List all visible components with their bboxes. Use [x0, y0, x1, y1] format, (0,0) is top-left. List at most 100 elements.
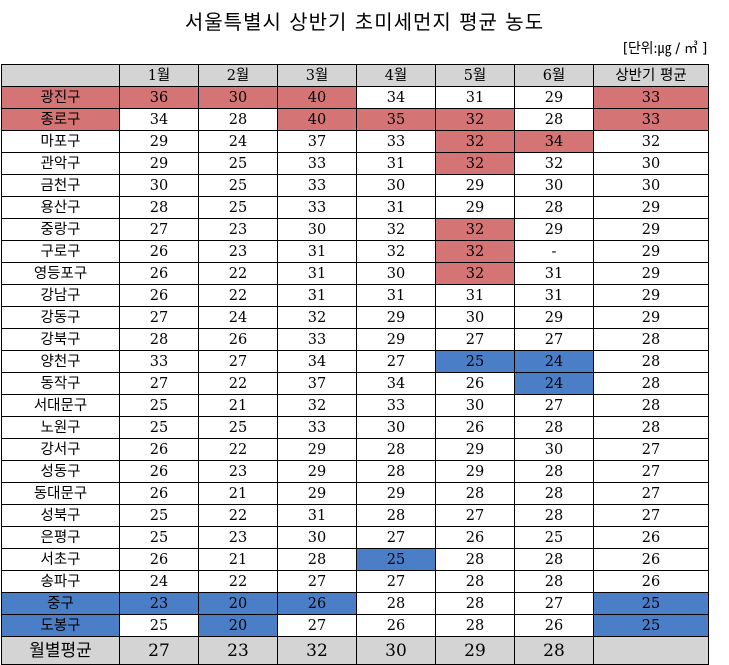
value-cell: 36 [119, 86, 199, 109]
value-cell: 26 [119, 460, 199, 483]
table-row: 강서구 26 22 29 28 29 30 27 [1, 438, 709, 461]
value-cell: 26 [119, 240, 199, 263]
district-name-cell: 중구 [1, 592, 120, 615]
value-cell: 31 [277, 262, 357, 285]
value-cell: 28 [356, 460, 436, 483]
table-row: 중랑구 27 23 30 32 32 29 29 [1, 218, 709, 241]
value-cell: 26 [435, 526, 515, 549]
value-cell: 26 [593, 526, 709, 549]
value-cell: 22 [198, 504, 278, 527]
value-cell: 27 [514, 394, 594, 417]
value-cell: 32 [435, 218, 515, 241]
value-cell: 32 [435, 152, 515, 175]
district-name-cell: 은평구 [1, 526, 120, 549]
table-row: 송파구 24 22 27 27 28 28 26 [1, 570, 709, 593]
value-cell: 28 [435, 570, 515, 593]
table-row: 강동구 27 24 32 29 30 29 29 [1, 306, 709, 329]
value-cell: 29 [435, 196, 515, 219]
value-cell: 28 [593, 350, 709, 373]
value-cell: 29 [356, 482, 436, 505]
value-cell: 25 [435, 350, 515, 373]
value-cell: 28 [119, 196, 199, 219]
table-row: 영등포구 26 22 31 30 32 31 29 [1, 262, 709, 285]
value-cell: 37 [277, 372, 357, 395]
value-cell: 30 [198, 86, 278, 109]
district-name-cell: 성동구 [1, 460, 120, 483]
value-cell: 23 [198, 218, 278, 241]
value-cell: 27 [356, 570, 436, 593]
value-cell: 24 [198, 130, 278, 153]
value-cell: 20 [198, 592, 278, 615]
monthly-average-row: 월별평균 27 23 32 30 29 28 [1, 636, 709, 665]
value-cell: 31 [277, 504, 357, 527]
value-cell: 24 [514, 372, 594, 395]
value-cell: 27 [593, 504, 709, 527]
table-row: 은평구 25 23 30 27 26 25 26 [1, 526, 709, 549]
value-cell: 24 [198, 306, 278, 329]
value-cell: 28 [514, 504, 594, 527]
value-cell: 22 [198, 372, 278, 395]
value-cell: 22 [198, 284, 278, 307]
value-cell: 26 [119, 284, 199, 307]
value-cell: 30 [435, 306, 515, 329]
value-cell: 28 [593, 328, 709, 351]
value-cell: 28 [356, 438, 436, 461]
district-name-cell: 관악구 [1, 152, 120, 175]
table-row: 용산구 28 25 33 31 29 28 29 [1, 196, 709, 219]
value-cell: 29 [435, 174, 515, 197]
value-cell: 25 [356, 548, 436, 571]
value-cell: 28 [435, 548, 515, 571]
value-cell: 31 [277, 284, 357, 307]
value-cell: 30 [119, 174, 199, 197]
footer-value-cell: 30 [356, 636, 436, 665]
value-cell: 28 [435, 592, 515, 615]
value-cell: 29 [277, 438, 357, 461]
column-header: 상반기 평균 [593, 64, 709, 87]
value-cell: 27 [435, 504, 515, 527]
column-header: 5월 [435, 64, 515, 87]
value-cell: 32 [435, 240, 515, 263]
value-cell: 28 [435, 482, 515, 505]
value-cell: 30 [593, 152, 709, 175]
value-cell: 25 [198, 174, 278, 197]
table-row: 서대문구 25 21 32 33 30 27 28 [1, 394, 709, 417]
district-name-cell: 서대문구 [1, 394, 120, 417]
table-row: 구로구 26 23 31 32 32-29 [1, 240, 709, 263]
value-cell: 23 [198, 240, 278, 263]
value-cell: 22 [198, 570, 278, 593]
value-cell: 30 [356, 174, 436, 197]
value-cell: 30 [514, 438, 594, 461]
table-row: 금천구 30 25 33 30 29 30 30 [1, 174, 709, 197]
footer-value-cell: 23 [198, 636, 278, 665]
value-cell: 28 [435, 614, 515, 637]
value-cell: 25 [119, 394, 199, 417]
district-name-cell: 영등포구 [1, 262, 120, 285]
value-cell: 29 [277, 460, 357, 483]
value-cell: 33 [593, 86, 709, 109]
district-name-cell: 마포구 [1, 130, 120, 153]
value-cell: 23 [198, 460, 278, 483]
value-cell: 30 [593, 174, 709, 197]
column-header: 1월 [119, 64, 199, 87]
value-cell: 28 [198, 108, 278, 131]
value-cell: 30 [277, 218, 357, 241]
footer-value-cell: 28 [514, 636, 594, 665]
value-cell: 28 [514, 460, 594, 483]
district-name-cell: 양천구 [1, 350, 120, 373]
district-name-cell: 강남구 [1, 284, 120, 307]
value-cell: 26 [119, 438, 199, 461]
value-cell: 24 [119, 570, 199, 593]
value-cell: 29 [277, 482, 357, 505]
value-cell: 29 [593, 240, 709, 263]
district-name-cell: 광진구 [1, 86, 120, 109]
value-cell: 28 [514, 108, 594, 131]
value-cell: 22 [198, 438, 278, 461]
district-name-cell: 강서구 [1, 438, 120, 461]
value-cell: 29 [593, 218, 709, 241]
value-cell: 30 [356, 262, 436, 285]
district-name-cell: 강동구 [1, 306, 120, 329]
value-cell: 31 [514, 262, 594, 285]
value-cell: 27 [356, 526, 436, 549]
value-cell: 26 [356, 614, 436, 637]
value-cell: 28 [356, 592, 436, 615]
